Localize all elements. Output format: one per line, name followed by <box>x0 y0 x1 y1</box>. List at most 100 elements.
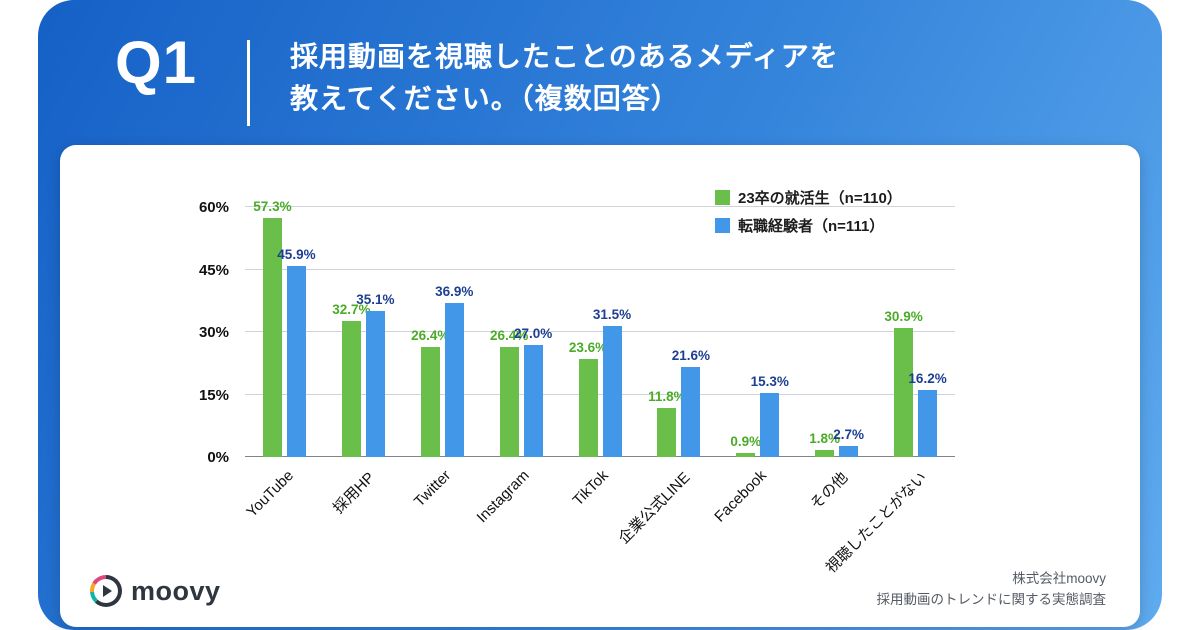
bar-value-label: 26.4% <box>411 328 450 343</box>
header-divider <box>247 40 250 126</box>
bar-value-label: 36.9% <box>435 284 474 300</box>
bar-group: 26.4% 36.9% Twitter <box>403 207 482 510</box>
y-tick-label: 30% <box>198 324 229 341</box>
bar-green <box>815 449 835 457</box>
y-tick-label: 60% <box>198 199 229 216</box>
bar-wrap-green: 1.8% <box>809 207 840 457</box>
legend-item: 転職経験者（n=111） <box>715 215 902 236</box>
gridline <box>245 331 955 332</box>
bar-wrap-blue: 27.0% <box>514 207 552 457</box>
bar-wrap-blue: 15.3% <box>751 207 789 457</box>
bar-wrap-green: 0.9% <box>730 207 761 457</box>
bar-group: 0.9% 15.3% Facebook <box>711 207 797 525</box>
bar-wrap-green: 26.4% <box>411 207 449 457</box>
bar-wrap-green: 26.4% <box>490 207 528 457</box>
bar-wrap-green: 23.6% <box>569 207 607 457</box>
category-label: 採用HP <box>329 469 378 518</box>
category-label: 企業公式LINE <box>615 469 694 548</box>
bar-wrap-blue: 45.9% <box>277 207 316 457</box>
source-survey-title: 採用動画のトレンドに関する実態調査 <box>876 592 1107 608</box>
bar-wrap-blue: 31.5% <box>593 207 631 457</box>
category-label: Instagram <box>473 467 534 527</box>
bar-green <box>736 453 756 457</box>
bar-blue <box>681 367 701 457</box>
bar-groups: 57.3% 45.9% YouTube 32.7% 35.1% 採用HP 26.4% 36.9… <box>243 199 955 576</box>
bar-wrap-green: 30.9% <box>884 207 923 457</box>
bar-value-label: 45.9% <box>277 246 316 262</box>
bar-value-label: 23.6% <box>568 339 608 355</box>
moovy-logo-ring <box>94 579 118 603</box>
y-tick-label: 0% <box>207 449 229 466</box>
bar-green <box>894 328 914 457</box>
plot-area: 0% 15% 30% 45% 60% 57.3% 45.9% YouTube 32.7% 35.1… <box>199 199 955 577</box>
bar-value-label: 32.7% <box>332 301 371 317</box>
bar-blue <box>286 265 306 457</box>
bar-wrap-blue: 2.7% <box>833 207 864 457</box>
source-attribution: 株式会社moovy 採用動画のトレンドに関する実態調査 <box>877 569 1107 611</box>
legend-swatch-green <box>715 190 730 205</box>
bar-blue <box>839 445 859 457</box>
bar-wrap-blue: 35.1% <box>356 207 394 457</box>
bar-green <box>499 347 519 457</box>
category-label: その他 <box>806 469 851 513</box>
legend-item: 23卒の就活生（n=110） <box>715 187 902 208</box>
bar-blue <box>365 310 385 457</box>
bar-wrap-green: 32.7% <box>332 207 370 457</box>
bar-green <box>420 347 440 457</box>
category-label: TikTok <box>569 467 613 510</box>
bar-wrap-green: 11.8% <box>648 207 686 457</box>
bar-value-label: 15.3% <box>750 374 789 390</box>
bar-green <box>578 358 598 457</box>
bar-blue <box>918 389 938 457</box>
bar-group: 1.8% 2.7% その他 <box>797 207 876 513</box>
bar-group: 30.9% 16.2% 視聴したことがない <box>822 207 955 576</box>
source-company: 株式会社moovy <box>1012 571 1106 587</box>
page-title-line1: 採用動画を視聴したことのあるメディアを <box>290 41 839 72</box>
bar-group: 57.3% 45.9% YouTube <box>243 199 324 520</box>
moovy-logo-icon <box>90 575 122 607</box>
play-icon <box>103 585 112 597</box>
gridline <box>245 393 955 395</box>
bar-wrap-blue: 21.6% <box>672 207 710 457</box>
bar-value-label: 57.3% <box>253 199 292 215</box>
bar-blue <box>760 393 780 457</box>
bar-value-label: 35.1% <box>356 291 395 307</box>
bar-value-label: 27.0% <box>513 325 553 341</box>
bar-blue <box>444 303 464 457</box>
bar-value-label: 21.6% <box>671 348 711 363</box>
bar-green <box>262 218 282 457</box>
bar-value-label: 26.4% <box>489 328 529 343</box>
bar-wrap-blue: 36.9% <box>435 207 473 457</box>
y-tick-label: 15% <box>198 386 229 404</box>
bar-value-label: 0.9% <box>730 434 762 450</box>
bar-value-label: 11.8% <box>648 388 686 404</box>
bar-value-label: 1.8% <box>809 430 841 446</box>
gridline <box>245 268 955 270</box>
category-label: YouTube <box>242 467 297 521</box>
brand-name: moovy <box>131 575 221 606</box>
question-number: Q1 <box>114 29 198 96</box>
bar-green <box>657 407 677 457</box>
bar-value-label: 16.2% <box>908 370 947 386</box>
bar-wrap-blue: 16.2% <box>908 207 947 457</box>
bar-group: 32.7% 35.1% 採用HP <box>324 207 403 517</box>
bar-blue <box>602 325 622 457</box>
page-title: 採用動画を視聴したことのあるメディアを 教えてください。（複数回答） <box>290 36 839 120</box>
bar-group: 11.8% 21.6% 企業公式LINE <box>615 207 718 547</box>
bar-group: 23.6% 31.5% TikTok <box>561 207 640 510</box>
bar-group: 26.4% 27.0% Instagram <box>474 207 561 527</box>
category-label: Twitter <box>410 467 455 511</box>
gridline <box>245 206 955 207</box>
bar-blue <box>523 344 543 457</box>
bar-value-label: 30.9% <box>884 309 923 325</box>
page-title-line2: 教えてください。（複数回答） <box>290 83 680 114</box>
legend-label: 23卒の就活生（n=110） <box>738 190 902 207</box>
chart-card: 23卒の就活生（n=110） 転職経験者（n=111） 0% 15% 30% 45% 60… <box>60 145 1140 627</box>
brand-logo: moovy <box>90 575 221 607</box>
chart-legend: 23卒の就活生（n=110） 転職経験者（n=111） <box>715 187 902 236</box>
bar-green <box>341 320 361 457</box>
bar-value-label: 31.5% <box>592 306 632 322</box>
x-axis-baseline <box>245 456 955 457</box>
y-tick-label: 45% <box>198 261 229 279</box>
